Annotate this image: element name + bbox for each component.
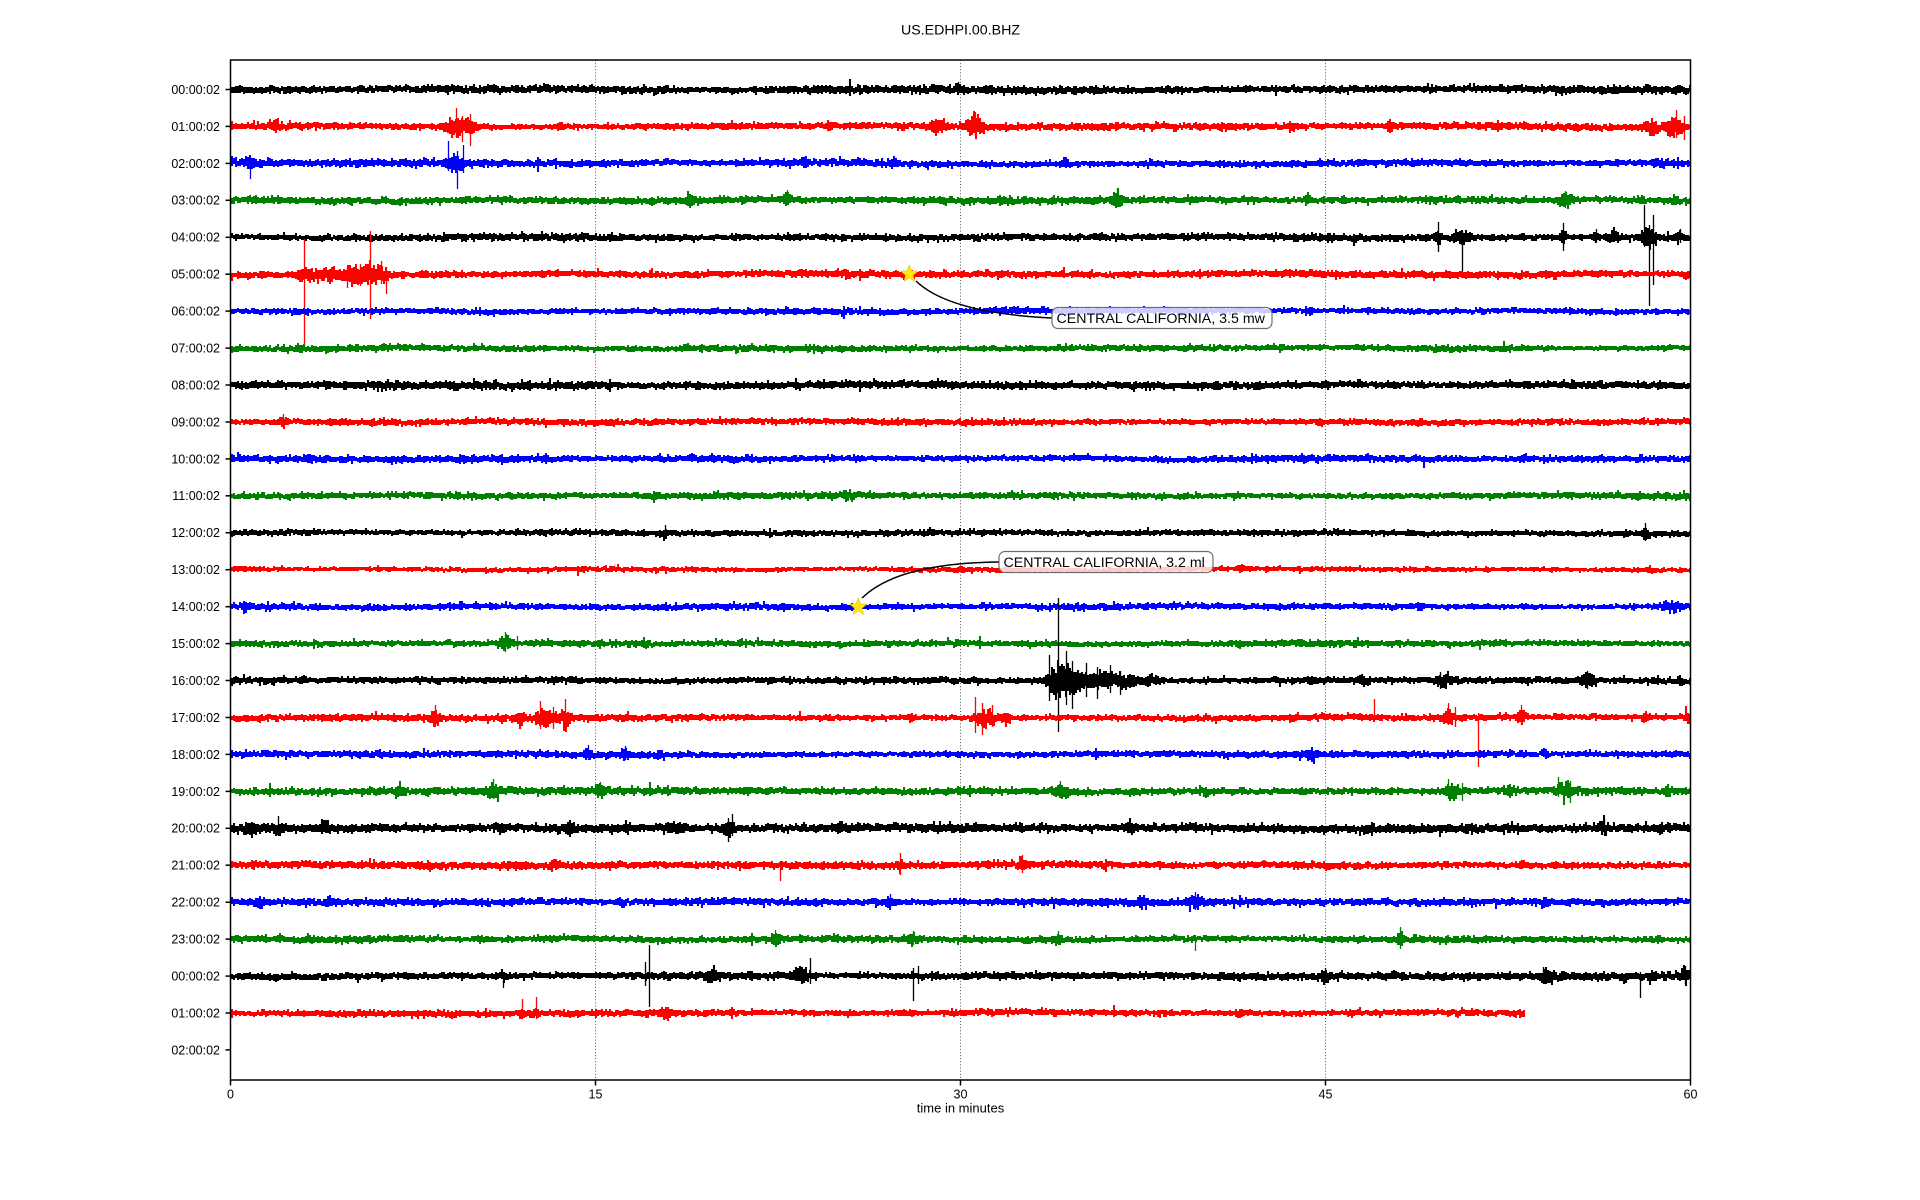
svg-text:02:00:02: 02:00:02	[171, 157, 220, 171]
svg-text:11:00:02: 11:00:02	[172, 489, 220, 503]
svg-text:03:00:02: 03:00:02	[171, 194, 220, 208]
svg-text:14:00:02: 14:00:02	[171, 600, 220, 614]
svg-text:21:00:02: 21:00:02	[171, 859, 220, 873]
svg-text:16:00:02: 16:00:02	[171, 674, 220, 688]
svg-text:08:00:02: 08:00:02	[171, 378, 220, 392]
svg-text:01:00:02: 01:00:02	[171, 1006, 220, 1020]
svg-text:CENTRAL CALIFORNIA, 3.5 mw: CENTRAL CALIFORNIA, 3.5 mw	[1057, 311, 1266, 327]
svg-text:05:00:02: 05:00:02	[171, 268, 220, 282]
svg-text:04:00:02: 04:00:02	[171, 231, 220, 245]
svg-text:19:00:02: 19:00:02	[171, 785, 220, 799]
svg-text:20:00:02: 20:00:02	[171, 822, 220, 836]
svg-text:time in minutes: time in minutes	[917, 1101, 1005, 1116]
svg-text:18:00:02: 18:00:02	[171, 748, 220, 762]
svg-text:23:00:02: 23:00:02	[171, 933, 220, 947]
svg-text:22:00:02: 22:00:02	[171, 896, 220, 910]
svg-text:30: 30	[954, 1088, 968, 1102]
svg-text:00:00:02: 00:00:02	[171, 83, 220, 97]
svg-text:09:00:02: 09:00:02	[171, 415, 220, 429]
svg-text:17:00:02: 17:00:02	[171, 711, 220, 725]
svg-text:12:00:02: 12:00:02	[171, 526, 220, 540]
svg-text:00:00:02: 00:00:02	[171, 970, 220, 984]
svg-text:10:00:02: 10:00:02	[171, 452, 220, 466]
svg-text:60: 60	[1684, 1088, 1698, 1102]
svg-text:02:00:02: 02:00:02	[171, 1043, 220, 1057]
svg-text:US.EDHPI.00.BHZ: US.EDHPI.00.BHZ	[901, 23, 1020, 39]
svg-text:CENTRAL CALIFORNIA, 3.2 ml: CENTRAL CALIFORNIA, 3.2 ml	[1004, 555, 1205, 571]
svg-text:13:00:02: 13:00:02	[171, 563, 220, 577]
svg-text:07:00:02: 07:00:02	[171, 342, 220, 356]
svg-text:06:00:02: 06:00:02	[171, 305, 220, 319]
svg-text:45: 45	[1319, 1088, 1333, 1102]
svg-text:15: 15	[589, 1088, 603, 1102]
svg-text:15:00:02: 15:00:02	[171, 637, 220, 651]
svg-text:0: 0	[227, 1088, 234, 1102]
svg-text:01:00:02: 01:00:02	[171, 120, 220, 134]
